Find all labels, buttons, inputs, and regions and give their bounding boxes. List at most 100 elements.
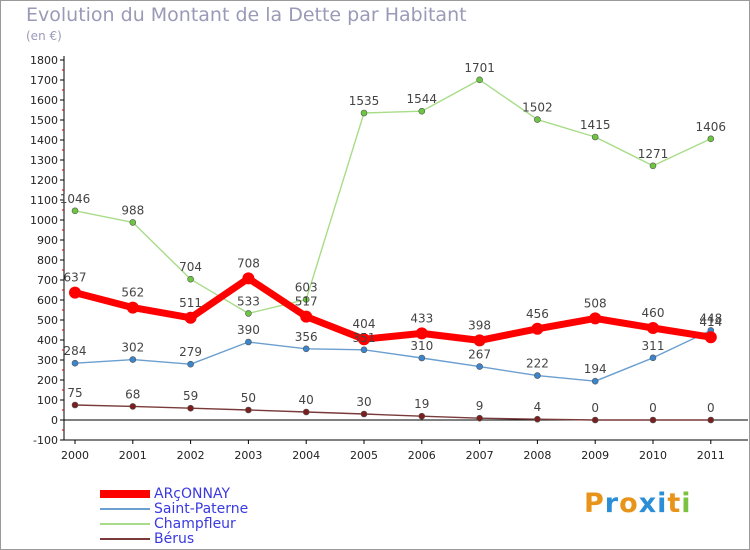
logo-letter: r xyxy=(604,488,620,519)
y-tick-label: 800 xyxy=(37,254,58,267)
data-point xyxy=(591,133,599,141)
legend-item: Champfleur xyxy=(100,516,236,532)
data-point xyxy=(187,275,194,283)
data-point xyxy=(302,408,310,416)
data-point xyxy=(476,414,483,422)
legend-item: ARçONNAY xyxy=(100,486,230,502)
series-line xyxy=(74,404,712,421)
data-label: 0 xyxy=(649,401,657,415)
series-line xyxy=(74,79,712,315)
data-point xyxy=(418,107,426,115)
data-point xyxy=(534,372,541,379)
y-tick-label: 1200 xyxy=(30,174,58,187)
data-label: 603 xyxy=(295,280,318,294)
data-label: 1046 xyxy=(60,192,91,206)
data-label: 279 xyxy=(179,345,202,359)
x-tick-label: 2006 xyxy=(408,449,436,462)
data-point xyxy=(591,377,599,385)
y-tick-label: 1400 xyxy=(30,134,58,147)
data-label: 351 xyxy=(353,331,376,345)
data-point xyxy=(531,322,544,335)
data-point xyxy=(649,416,657,424)
data-label: 0 xyxy=(707,401,715,415)
data-point xyxy=(69,286,81,299)
logo-letter: i xyxy=(681,488,692,519)
y-tick-label: 300 xyxy=(37,354,58,367)
series-line xyxy=(71,274,715,344)
legend-label: ARçONNAY xyxy=(154,486,231,502)
y-tick-label: 500 xyxy=(37,314,58,327)
x-tick-label: 2007 xyxy=(466,449,494,462)
legend-swatch xyxy=(100,538,150,540)
data-point xyxy=(302,345,310,353)
data-label: 50 xyxy=(241,391,256,405)
data-label: 284 xyxy=(64,344,87,358)
legend-label: Champfleur xyxy=(154,516,236,532)
logo-letter: P xyxy=(584,488,605,519)
data-point xyxy=(71,401,79,409)
data-point xyxy=(360,346,368,354)
data-label: 390 xyxy=(237,323,260,337)
y-tick-label: 1800 xyxy=(30,54,58,67)
data-label: 708 xyxy=(237,256,260,270)
data-point xyxy=(418,354,426,362)
data-point xyxy=(360,109,368,117)
data-point xyxy=(71,207,79,215)
data-point xyxy=(187,404,194,412)
y-tick-label: 400 xyxy=(37,334,58,347)
data-label: 414 xyxy=(699,315,722,329)
data-label: 448 xyxy=(699,311,722,325)
logo-letter: i xyxy=(657,488,668,519)
legend-item: Saint-Paterne xyxy=(100,501,248,517)
data-point xyxy=(129,356,137,363)
data-label: 1415 xyxy=(580,118,611,132)
data-point xyxy=(129,403,137,410)
data-label: 19 xyxy=(414,397,429,411)
data-label: 433 xyxy=(410,311,433,325)
data-point xyxy=(476,363,483,370)
y-tick-label: 700 xyxy=(37,274,58,287)
data-label: 988 xyxy=(121,203,144,217)
data-label: 1502 xyxy=(522,101,553,115)
data-label: 1406 xyxy=(696,120,727,134)
proxiti-logo: Proxiti xyxy=(584,488,692,519)
data-label: 40 xyxy=(299,393,314,407)
chart-subtitle: (en €) xyxy=(26,29,62,43)
data-label: 398 xyxy=(468,318,491,332)
data-point xyxy=(245,338,252,346)
x-tick-label: 2002 xyxy=(177,449,205,462)
data-label: 0 xyxy=(591,401,599,415)
data-label: 302 xyxy=(121,341,144,355)
data-label: 517 xyxy=(295,295,318,309)
y-tick-label: 1700 xyxy=(30,74,58,87)
y-tick-label: 1100 xyxy=(30,194,58,207)
data-point xyxy=(71,359,79,367)
x-tick-label: 2005 xyxy=(350,449,378,462)
data-point xyxy=(129,219,137,226)
data-point xyxy=(245,310,252,317)
data-point xyxy=(591,416,599,424)
data-label: 222 xyxy=(526,357,549,371)
x-tick-label: 2001 xyxy=(119,449,147,462)
data-label: 356 xyxy=(295,330,318,344)
legend-label: Saint-Paterne xyxy=(154,501,249,517)
data-label: 1544 xyxy=(407,92,438,106)
legend-item: Bérus xyxy=(100,531,194,547)
data-point xyxy=(187,360,194,368)
data-label: 30 xyxy=(356,395,371,409)
data-label: 310 xyxy=(410,339,433,353)
x-tick-label: 2009 xyxy=(581,449,609,462)
data-point xyxy=(415,327,428,340)
y-tick-label: 1300 xyxy=(30,154,58,167)
data-label: 75 xyxy=(67,386,82,400)
y-tick-label: 600 xyxy=(37,294,58,307)
x-tick-label: 2008 xyxy=(523,449,551,462)
data-label: 9 xyxy=(476,399,484,413)
data-label: 4 xyxy=(534,400,542,414)
data-point xyxy=(476,76,483,84)
data-label: 59 xyxy=(183,389,198,403)
data-point xyxy=(534,415,541,423)
data-point xyxy=(473,334,486,347)
data-point xyxy=(184,311,197,324)
